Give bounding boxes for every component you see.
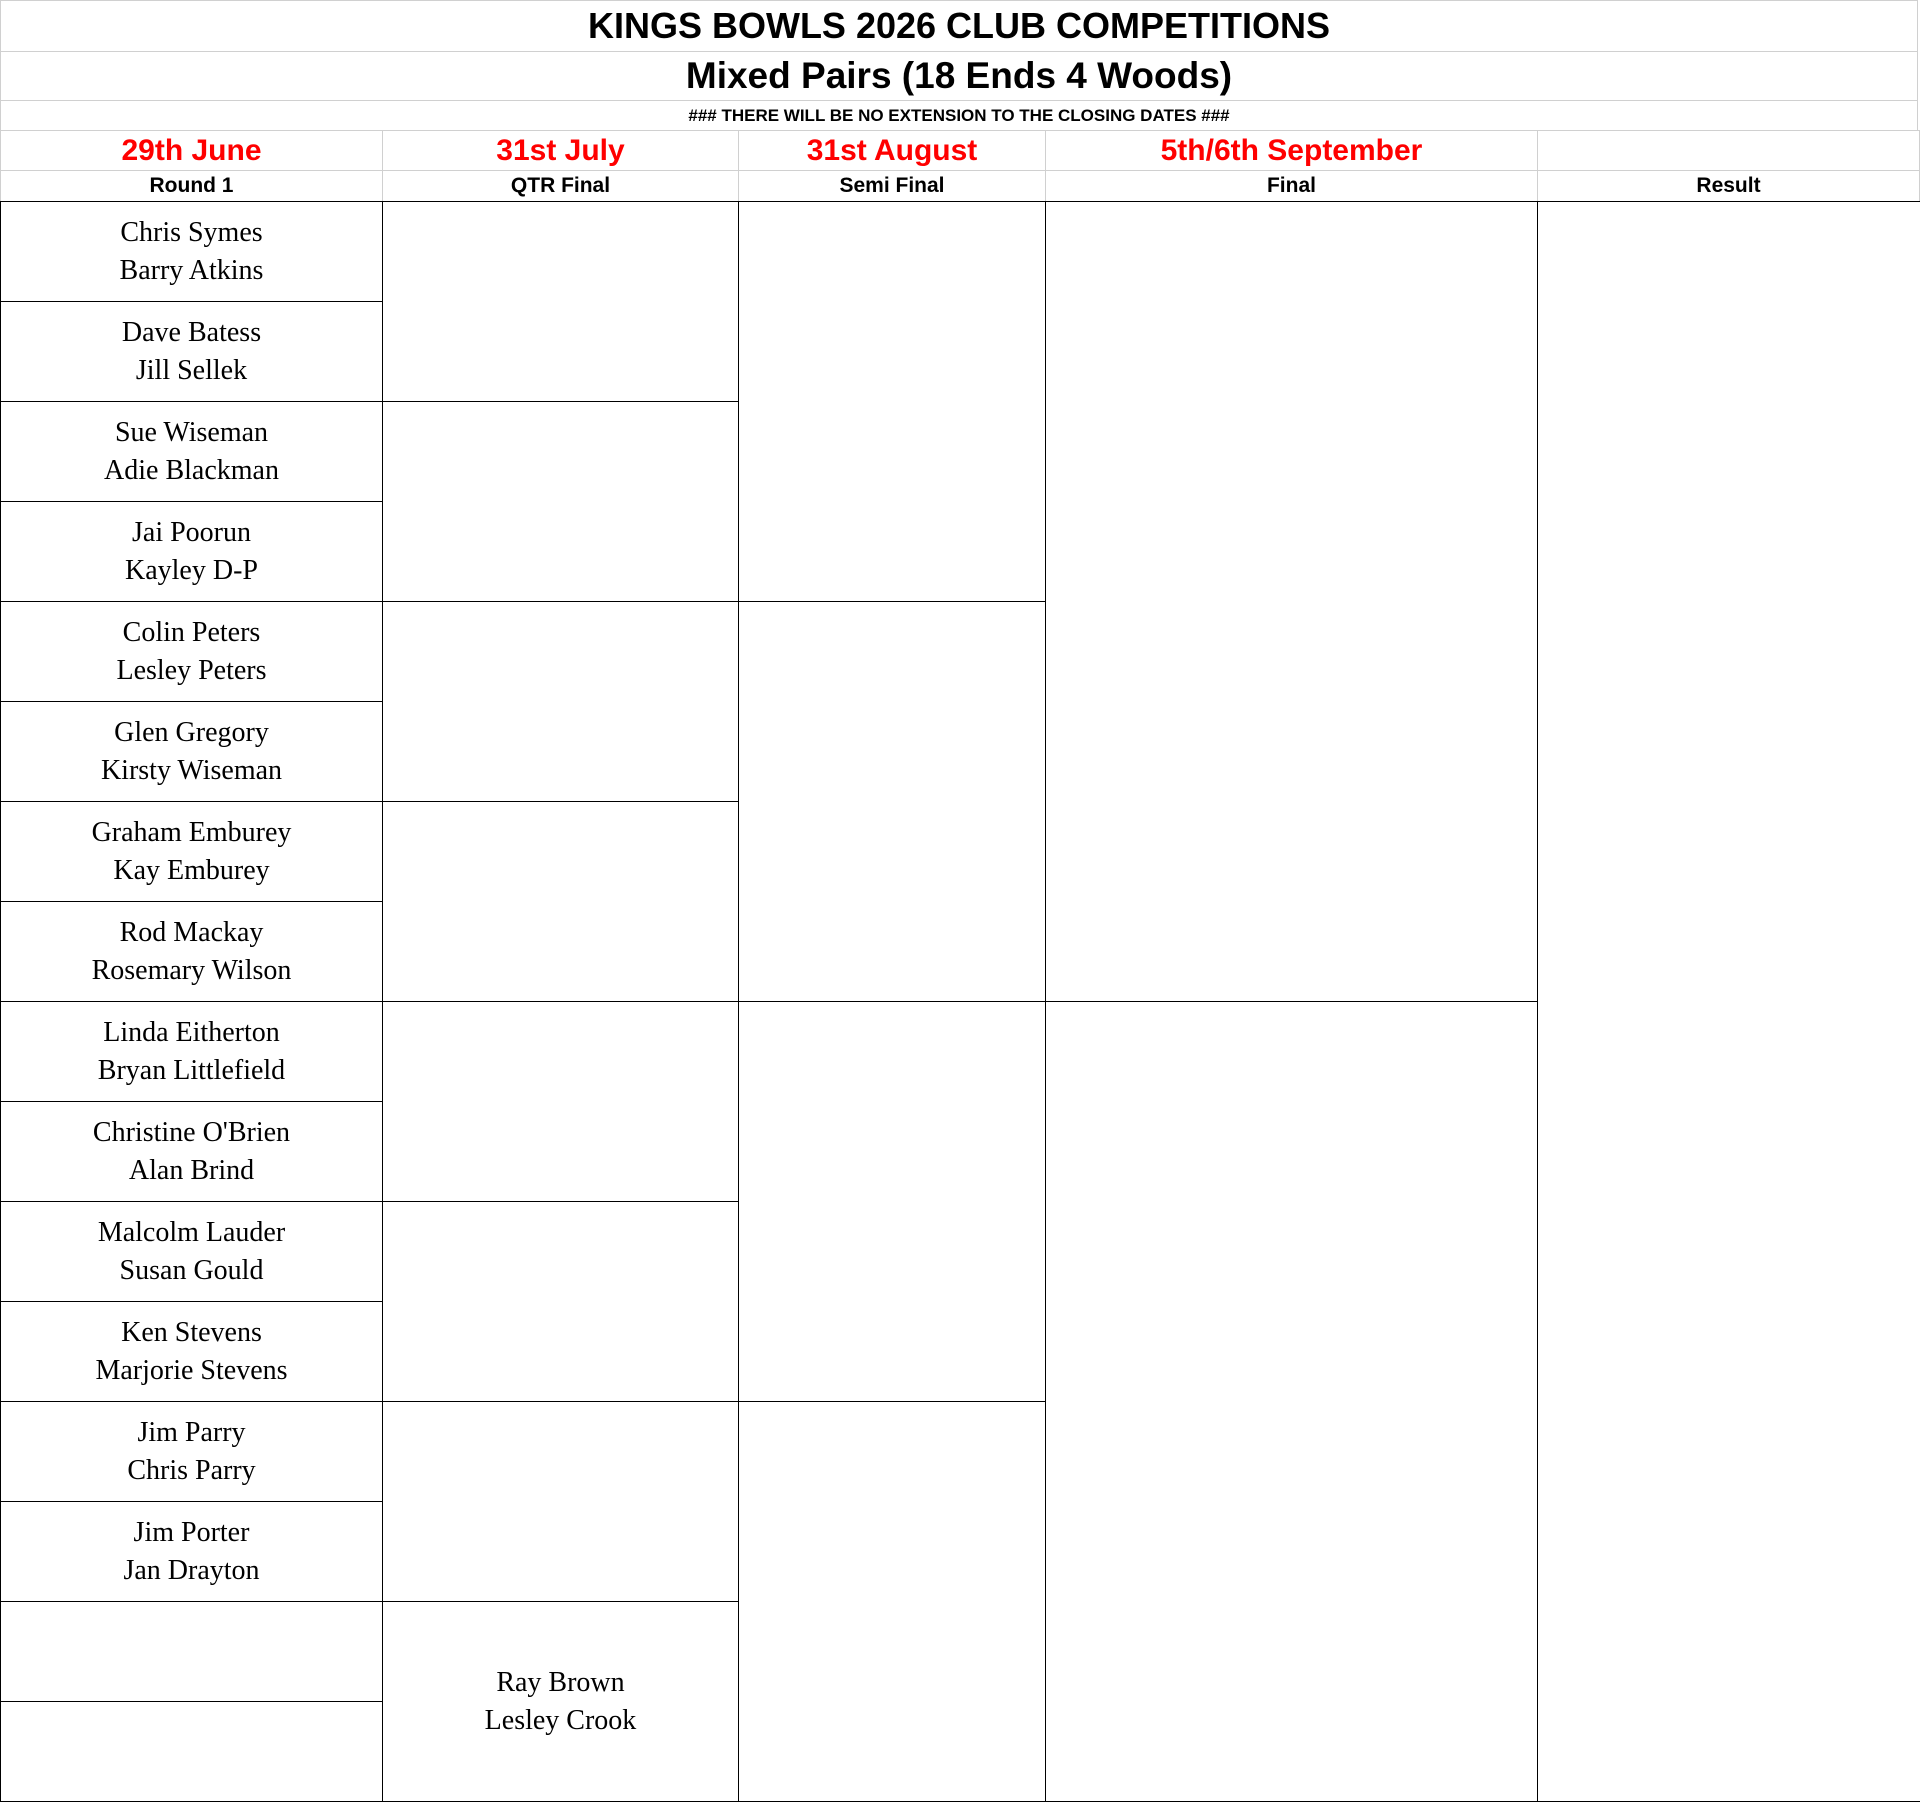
player-name: Graham Emburey	[91, 816, 292, 848]
bracket-cell: Jai Poorun Kayley D-P	[0, 501, 383, 602]
bracket-cell: Dave Batess Jill Sellek	[0, 301, 383, 402]
date-cell: 31st August	[738, 130, 1045, 170]
player-name: Chris Symes	[120, 216, 263, 248]
player-name: Kirsty Wiseman	[100, 754, 283, 786]
player-name: Kay Emburey	[113, 854, 270, 886]
bracket-cell	[382, 201, 739, 402]
player-name: Jim Porter	[133, 1516, 250, 1548]
player-name: Glen Gregory	[114, 716, 269, 748]
bracket-cell	[738, 601, 1046, 1002]
bracket-cell	[738, 1401, 1046, 1802]
bracket-cell: Ray Brown Lesley Crook	[382, 1601, 739, 1802]
date-cell: 5th/6th September	[1045, 130, 1537, 170]
bracket-cell	[0, 1701, 383, 1802]
round-label: Round 1	[0, 170, 382, 201]
bracket-cell	[382, 1401, 739, 1602]
bracket-cell: Colin Peters Lesley Peters	[0, 601, 383, 702]
round-label: QTR Final	[382, 170, 738, 201]
round-label: Final	[1045, 170, 1537, 201]
player-name: Rosemary Wilson	[91, 954, 292, 986]
player-name: Jim Parry	[137, 1416, 246, 1448]
player-name: Linda Eitherton	[103, 1016, 280, 1048]
note: ### THERE WILL BE NO EXTENSION TO THE CL…	[0, 100, 1918, 130]
bracket-cell	[1045, 1001, 1538, 1802]
player-name: Ray Brown	[496, 1666, 625, 1698]
player-name: Adie Blackman	[104, 454, 279, 486]
title: KINGS BOWLS 2026 CLUB COMPETITIONS	[0, 0, 1918, 51]
player-name: Barry Atkins	[119, 254, 264, 286]
player-name: Christine O'Brien	[92, 1116, 291, 1148]
date-cell: 31st July	[382, 130, 738, 170]
bracket-cell: Jim Parry Chris Parry	[0, 1401, 383, 1502]
round-label: Result	[1537, 170, 1920, 201]
bracket-cell	[1537, 201, 1920, 1802]
bracket-cell	[738, 1001, 1046, 1402]
bracket-cell: Chris Symes Barry Atkins	[0, 201, 383, 302]
bracket-cell	[382, 401, 739, 602]
bracket-cell: Sue Wiseman Adie Blackman	[0, 401, 383, 502]
bracket-cell: Jim Porter Jan Drayton	[0, 1501, 383, 1602]
player-name: Kayley D-P	[125, 554, 258, 586]
bracket-cell: Graham Emburey Kay Emburey	[0, 801, 383, 902]
bracket-cell	[382, 1001, 739, 1202]
player-name: Malcolm Lauder	[97, 1216, 286, 1248]
bracket-cell	[382, 1201, 739, 1402]
bracket-cell: Malcolm Lauder Susan Gould	[0, 1201, 383, 1302]
bracket-cell	[382, 801, 739, 1002]
bracket-cell	[738, 201, 1046, 602]
player-name: Rod Mackay	[119, 916, 264, 948]
player-name: Jill Sellek	[135, 354, 248, 386]
player-name: Chris Parry	[127, 1454, 256, 1486]
bracket-cell: Ken Stevens Marjorie Stevens	[0, 1301, 383, 1402]
bracket-cell	[1045, 201, 1538, 1002]
player-name: Jan Drayton	[123, 1554, 260, 1586]
player-name: Susan Gould	[119, 1254, 264, 1286]
player-name: Sue Wiseman	[114, 416, 269, 448]
player-name: Jai Poorun	[132, 516, 251, 548]
date-cell: 29th June	[0, 130, 382, 170]
bracket-cell: Rod Mackay Rosemary Wilson	[0, 901, 383, 1002]
player-name: Alan Brind	[128, 1154, 255, 1186]
bracket-cell: Glen Gregory Kirsty Wiseman	[0, 701, 383, 802]
player-name: Bryan Littlefield	[97, 1054, 286, 1086]
player-name: Ken Stevens	[121, 1316, 262, 1348]
player-name: Colin Peters	[122, 616, 261, 648]
player-name: Dave Batess	[121, 316, 262, 348]
bracket-cell	[382, 601, 739, 802]
subtitle: Mixed Pairs (18 Ends 4 Woods)	[0, 51, 1918, 100]
bracket-cell: Christine O'Brien Alan Brind	[0, 1101, 383, 1202]
round-label: Semi Final	[738, 170, 1045, 201]
player-name: Marjorie Stevens	[95, 1354, 288, 1386]
player-name: Lesley Crook	[484, 1704, 637, 1736]
player-name: Lesley Peters	[116, 654, 267, 686]
date-cell	[1537, 130, 1920, 170]
bracket-cell: Linda Eitherton Bryan Littlefield	[0, 1001, 383, 1102]
bracket-cell	[0, 1601, 383, 1702]
